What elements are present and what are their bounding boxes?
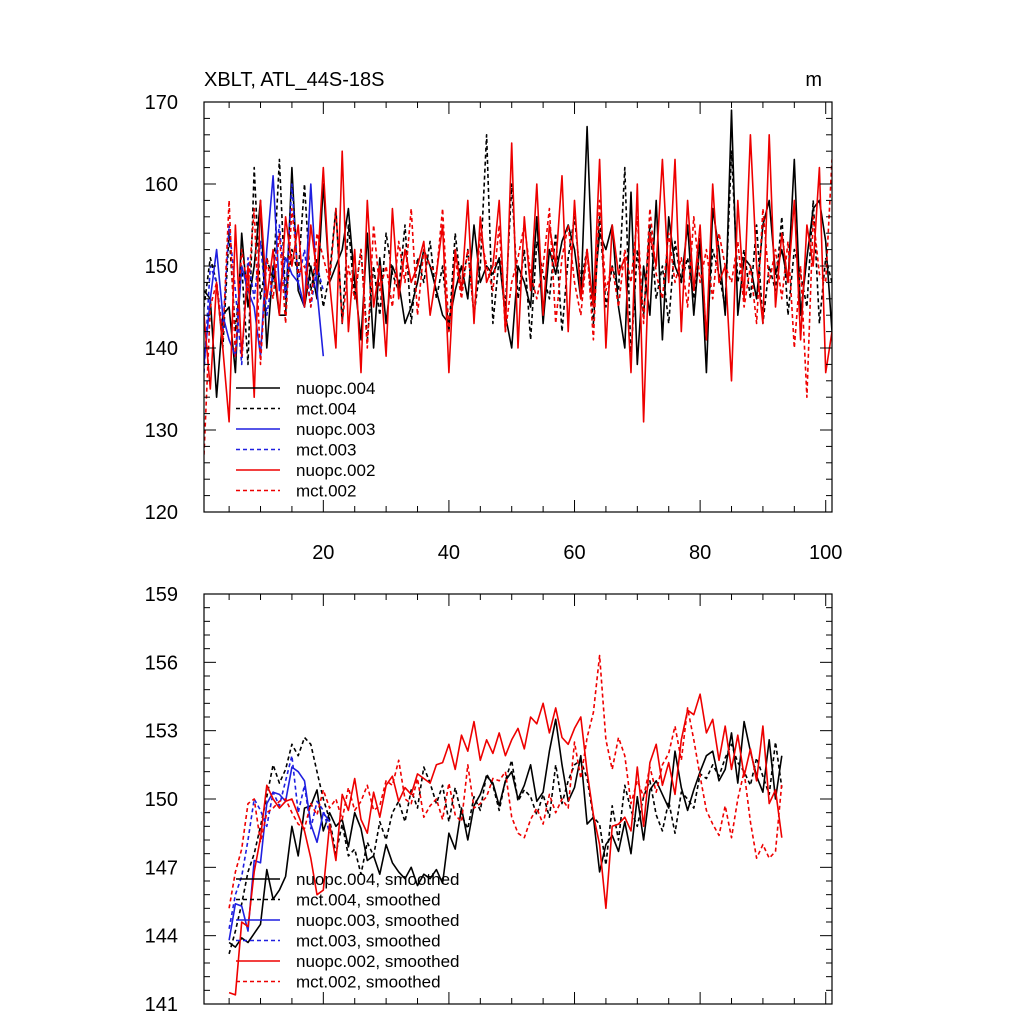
plot-frame <box>203 101 833 513</box>
x-tick-label: 60 <box>563 542 585 564</box>
series-group <box>204 109 832 455</box>
x-tick-label: 80 <box>689 542 711 564</box>
y-tick-label: 159 <box>145 584 178 606</box>
series-line-nuopc-004-smoothed <box>228 718 783 948</box>
legend-label: mct.004 <box>296 400 356 419</box>
series-line-mct-003-smoothed <box>228 754 331 929</box>
y-tick-label: 141 <box>145 994 178 1016</box>
series-line-nuopc-002-smoothed <box>228 693 783 996</box>
series-line-mct-003 <box>204 183 325 373</box>
series-line-nuopc-002 <box>204 134 832 423</box>
units-label: m <box>805 69 822 91</box>
legend-label: mct.004, smoothed <box>296 891 441 910</box>
series-line-mct-004 <box>204 134 832 366</box>
y-tick-label: 140 <box>145 338 178 360</box>
y-tick-label: 120 <box>145 502 178 524</box>
y-tick-label: 170 <box>145 92 178 114</box>
y-tick-label: 156 <box>145 652 178 674</box>
series-line-nuopc-003-smoothed <box>228 766 331 941</box>
legend-label: mct.002 <box>296 482 356 501</box>
legend-label: mct.002, smoothed <box>296 973 441 992</box>
chart-title: XBLT, ATL_44S-18S <box>204 69 384 91</box>
bottom-panel: 141 144 147 150 153 156 159 nuopc.004, smoothed… <box>145 584 833 1016</box>
top-panel: XBLT, ATL_44S-18S m 120 130 140 150 160 170 20… <box>145 69 843 564</box>
x-tick-label: 100 <box>809 542 842 564</box>
legend-label: nuopc.004, smoothed <box>296 870 460 889</box>
y-tick-label: 130 <box>145 420 178 442</box>
y-tick-label: 153 <box>145 721 178 743</box>
x-tick-label: 20 <box>312 542 334 564</box>
series-line-mct-002 <box>204 159 832 455</box>
legend-label: nuopc.002, smoothed <box>296 952 460 971</box>
legend-label: nuopc.003 <box>296 420 375 439</box>
x-tick-label: 40 <box>438 542 460 564</box>
y-tick-label: 147 <box>145 857 178 879</box>
y-tick-label: 144 <box>145 926 178 948</box>
legend-label: mct.003 <box>296 441 356 460</box>
series-line-mct-002-smoothed <box>228 654 783 909</box>
y-tick-label: 150 <box>145 789 178 811</box>
legend-label: nuopc.004 <box>296 379 375 398</box>
legend-label: mct.003, smoothed <box>296 932 441 951</box>
series-line-mct-004-smoothed <box>228 736 783 955</box>
series-group <box>228 654 783 996</box>
legend-label: nuopc.002 <box>296 461 375 480</box>
legend-label: nuopc.003, smoothed <box>296 911 460 930</box>
y-tick-label: 160 <box>145 174 178 196</box>
y-tick-label: 150 <box>145 256 178 278</box>
